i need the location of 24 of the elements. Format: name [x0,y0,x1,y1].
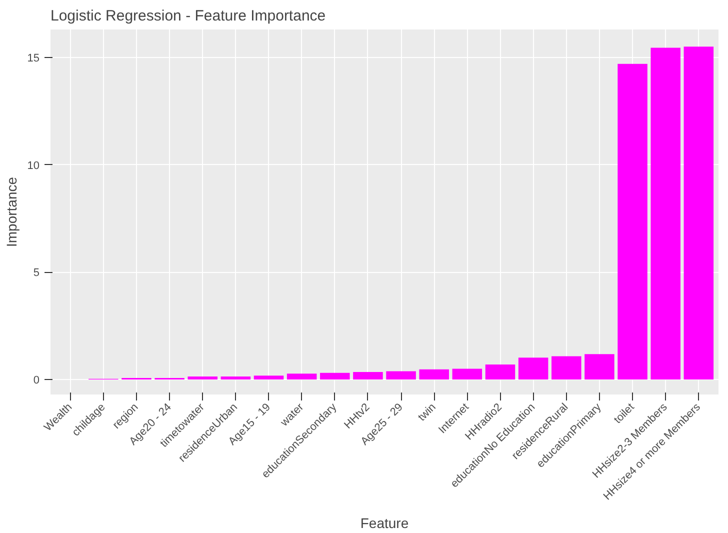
y-tick-label: 5 [33,267,40,280]
bar [419,369,449,380]
bar [353,372,383,380]
bar [650,48,680,380]
y-axis-title: Importance [3,176,20,248]
y-tick-label: 15 [27,52,40,64]
x-axis-title: Feature [360,514,409,531]
bar [618,64,648,380]
chart-title: Logistic Regression - Feature Importance [50,8,326,24]
bar [254,376,284,380]
bar [452,368,482,380]
bar [584,354,614,380]
bar [386,371,416,380]
y-tick-label: 10 [27,160,40,172]
x-tick-label: twin [416,401,438,424]
y-tick-label: 0 [33,374,40,386]
bar [286,374,317,380]
bar [485,364,516,380]
bar [220,376,251,380]
bar [518,358,548,380]
bar [188,376,218,380]
bar [684,46,714,380]
bar [320,372,350,380]
bar [552,356,582,380]
